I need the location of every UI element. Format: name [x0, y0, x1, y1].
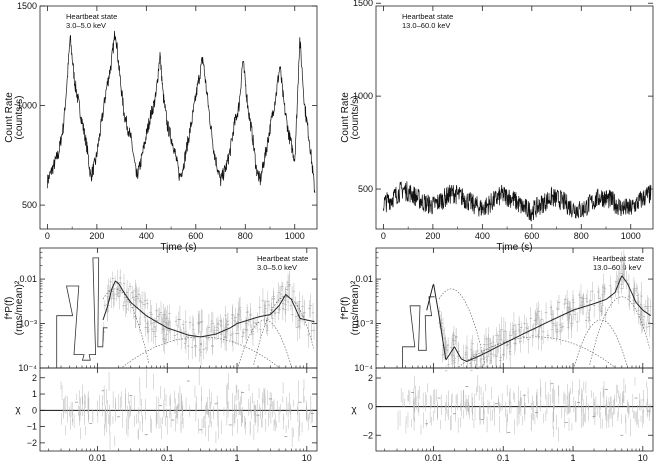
pds-hard-binned-data — [402, 296, 435, 368]
resid-soft-ytick-label: 1 — [32, 389, 37, 399]
pds-hard-ytick-label: 10⁻⁴ — [354, 363, 373, 373]
resid-soft-ytick-label: −1 — [27, 422, 37, 432]
lc-soft-ytick-label: 500 — [22, 200, 37, 210]
lc-hard-ytick-label: 1500 — [353, 0, 373, 8]
lc-soft-xtick-label: 400 — [139, 231, 154, 241]
lc-hard-xtick-label: 0 — [381, 231, 386, 241]
lc-soft-annotation-title: Heartbeat state — [66, 12, 117, 21]
lc-hard-xtick-label: 600 — [524, 231, 539, 241]
pds-hard-model-line — [426, 275, 651, 362]
lc-soft-xlabel: Time (s) — [160, 242, 196, 253]
resid-hard-frame — [375, 367, 654, 452]
resid-hard-ytick-label: 0 — [368, 402, 373, 412]
resid-soft-xtick-label: 10 — [302, 453, 312, 463]
lc-soft-xtick-label: 0 — [45, 231, 50, 241]
pds-soft-panel: 10⁻⁴ 10⁻³ 0.01 f*P(f) (rms/mean)² Heartbeat s… — [4, 247, 318, 373]
pds-hard-component — [574, 319, 628, 367]
resid-soft-ytick-label: 2 — [32, 373, 37, 383]
lc-hard-xtick-label: 1000 — [621, 231, 641, 241]
lc-hard-annotation-title: Heartbeat state — [402, 12, 453, 21]
resid-hard-ytick-label: 2 — [368, 373, 373, 383]
pds-soft-component — [238, 319, 292, 367]
pds-hard-ytick-label: 10⁻³ — [355, 319, 373, 329]
pds-soft-model-line — [102, 280, 315, 338]
pds-hard-ylabel: f*P(f) — [340, 297, 351, 320]
lc-hard-curve — [383, 181, 652, 222]
lc-hard-ylabel-unit: (counts/s) — [350, 96, 361, 140]
lc-soft-annotation-band: 3.0–5.0 keV — [66, 21, 106, 30]
lc-soft-ylabel-unit: (counts/s) — [14, 96, 25, 140]
resid-hard-ylabel: χ — [351, 405, 357, 416]
lc-soft-ytick-label: 1000 — [17, 101, 37, 111]
pds-hard-ylabel-unit: (rms/mean)² — [350, 280, 361, 335]
pds-hard-annotation-title: Heartbeat state — [593, 254, 644, 263]
pds-soft-annotation-band: 3.0–5.0 keV — [257, 263, 297, 272]
resid-soft-frame — [39, 367, 318, 452]
pds-soft-ytick-label: 10⁻³ — [19, 319, 37, 329]
lc-hard-ytick-label: 500 — [358, 184, 373, 194]
lc-hard-xtick-label: 800 — [574, 231, 589, 241]
pds-soft-ytick-label: 0.01 — [19, 274, 37, 284]
pds-hard-component — [589, 296, 650, 365]
pds-soft-ytick-label: 10⁻⁴ — [18, 363, 37, 373]
pds-hard-component — [458, 336, 615, 368]
resid-hard-xtick-label: 0.1 — [497, 453, 510, 463]
pds-hard-panel: 10⁻⁴ 10⁻³ 0.01 f*P(f) (rms/mean)² Heartbeat s… — [340, 247, 654, 373]
resid-soft-xtick-label: 0.01 — [89, 453, 107, 463]
lc-hard-frame — [375, 5, 654, 230]
lc-hard-xtick-label: 400 — [475, 231, 490, 241]
resid-hard-xtick-label: 1 — [571, 453, 576, 463]
resid-soft-xtick-label: 0.1 — [161, 453, 174, 463]
resid-soft-ylabel: χ — [15, 405, 21, 416]
pds-hard-component — [438, 288, 486, 365]
lc-soft-xtick-label: 200 — [89, 231, 104, 241]
pds-soft-annotation-title: Heartbeat state — [257, 254, 308, 263]
pds-soft-binned-data — [56, 257, 108, 368]
resid-hard-ytick-label: −2 — [363, 430, 373, 440]
lc-soft-panel: 0 200 400 600 800 1000 500 1000 1500 Time (s) Coun… — [4, 1, 318, 253]
resid-soft-ytick-label: 0 — [32, 405, 37, 415]
pds-soft-ylabel-unit: (rms/mean)² — [14, 280, 25, 335]
lc-soft-xtick-label: 800 — [238, 231, 253, 241]
lc-hard-ytick-label: 1000 — [353, 91, 373, 101]
lc-soft-frame — [39, 5, 318, 230]
lc-soft-xtick-label: 1000 — [285, 231, 305, 241]
pds-soft-component — [102, 288, 150, 365]
resid-soft-ytick-label: −2 — [27, 438, 37, 448]
pds-hard-annotation-band: 13.0–60.0 keV — [593, 263, 641, 272]
lc-hard-panel: 0 200 400 600 800 1000 500 1000 1500 Time (s) Coun… — [340, 0, 654, 253]
pds-soft-ylabel: f*P(f) — [4, 297, 15, 320]
lc-soft-ylabel: Count Rate — [4, 92, 15, 143]
resid-hard-xtick-label: 10 — [638, 453, 648, 463]
resid-hard-xtick-label: 0.01 — [425, 453, 443, 463]
lc-soft-curve — [47, 30, 316, 194]
resid-soft-xtick-label: 1 — [235, 453, 240, 463]
lc-hard-xtick-label: 200 — [425, 231, 440, 241]
lc-soft-xtick-label: 600 — [188, 231, 203, 241]
pds-hard-ytick-label: 0.01 — [355, 274, 373, 284]
lc-hard-annotation-band: 13.0–60.0 keV — [402, 21, 450, 30]
lc-hard-xlabel: Time (s) — [496, 242, 532, 253]
lc-soft-ytick-label: 1500 — [17, 1, 37, 11]
lc-hard-ylabel: Count Rate — [340, 92, 351, 143]
